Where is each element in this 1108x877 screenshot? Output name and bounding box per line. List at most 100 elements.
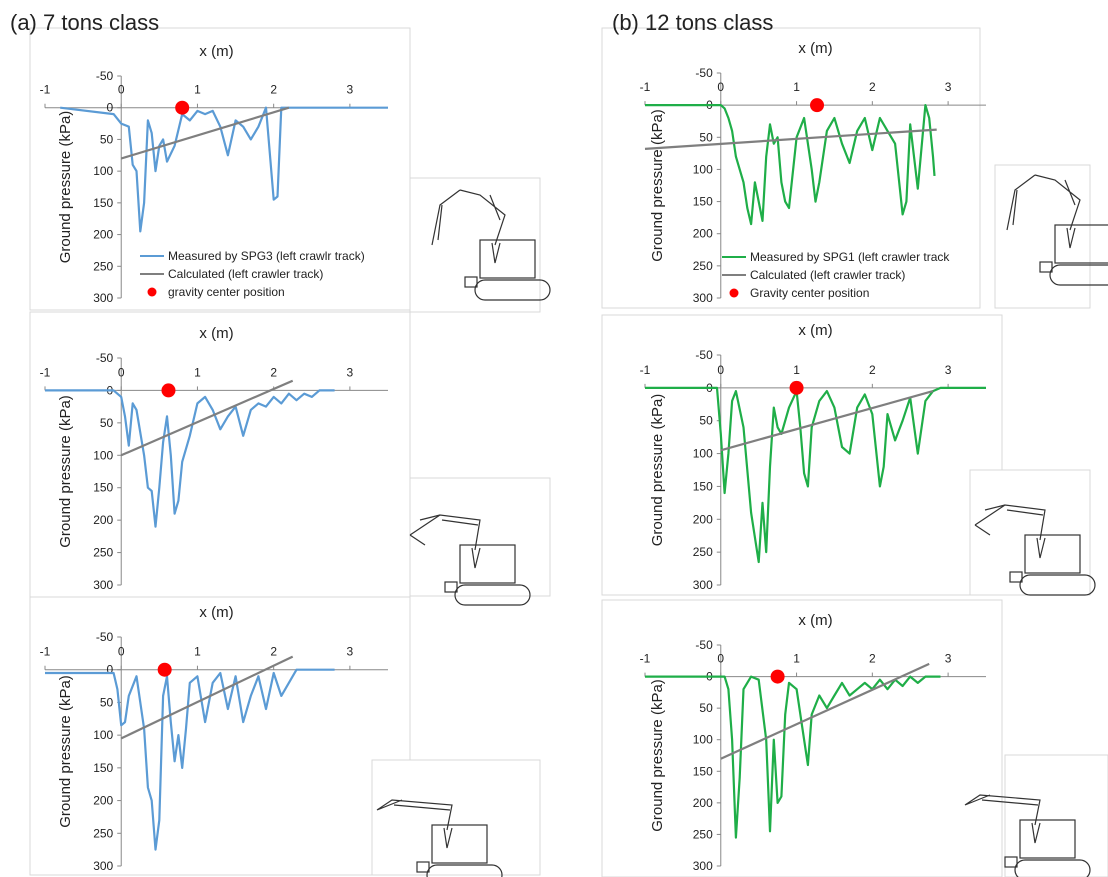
series-line — [645, 386, 986, 564]
y-axis-label: Ground pressure (kPa) — [649, 679, 666, 832]
y-tick-label: 50 — [100, 132, 114, 146]
gravity-center — [175, 100, 190, 115]
excavator-icon — [431, 189, 551, 301]
gravity-center — [789, 380, 804, 395]
y-tick-label: 50 — [699, 701, 713, 715]
icon-frame — [409, 477, 551, 597]
x-tick-label: 3 — [347, 645, 354, 659]
x-tick-label: 3 — [945, 80, 952, 94]
track — [474, 279, 551, 301]
x-tick-label: 0 — [717, 652, 724, 666]
counterweight — [416, 861, 430, 873]
bucket — [1031, 822, 1041, 844]
y-tick-label: 100 — [93, 164, 113, 178]
y-axis-label: Ground pressure (kPa) — [649, 394, 666, 547]
boom — [974, 504, 1046, 541]
y-tick-label: -50 — [96, 630, 114, 644]
icon-frame — [371, 759, 541, 876]
cab — [479, 239, 536, 279]
gravity-center — [161, 383, 176, 398]
counterweight — [464, 276, 478, 288]
y-tick-label: 200 — [693, 796, 713, 810]
y-tick-label: 100 — [693, 733, 713, 747]
series-line — [45, 668, 335, 851]
y-tick-label: 250 — [693, 259, 713, 273]
y-axis-label: Ground pressure (kPa) — [649, 109, 666, 262]
legend-label: Measured by SPG3 (left crawlr track) — [168, 249, 365, 263]
x-axis-label: x (m) — [199, 43, 233, 60]
icon-frame — [994, 164, 1091, 309]
excavator-icon — [376, 799, 503, 877]
y-tick-label: -50 — [695, 348, 713, 362]
panel-frame — [29, 27, 411, 311]
y-tick-label: 250 — [693, 827, 713, 841]
x-tick-label: 2 — [869, 363, 876, 377]
y-tick-label: -50 — [695, 66, 713, 80]
y-tick-label: 150 — [693, 764, 713, 778]
series-line — [120, 379, 294, 457]
y-tick-label: 150 — [693, 479, 713, 493]
y-tick-label: 200 — [693, 227, 713, 241]
x-tick-label: -1 — [640, 80, 651, 94]
x-tick-label: 1 — [793, 363, 800, 377]
icon-frame — [1004, 754, 1108, 877]
series-line — [120, 106, 290, 160]
y-tick-label: 300 — [693, 578, 713, 592]
y-tick-label: 250 — [93, 259, 113, 273]
panel-title: (a) 7 tons class — [10, 10, 159, 35]
track — [1019, 574, 1096, 596]
series-line — [45, 389, 335, 528]
legend-label: Gravity center position — [750, 286, 869, 300]
counterweight — [1039, 261, 1053, 273]
boom — [431, 189, 506, 246]
y-tick-label: 300 — [693, 291, 713, 305]
boom — [1006, 174, 1081, 231]
panel-frame — [29, 596, 411, 876]
x-tick-label: 2 — [869, 652, 876, 666]
legend-label: gravity center position — [168, 285, 285, 299]
y-tick-label: 50 — [699, 414, 713, 428]
y-tick-label: 50 — [100, 695, 114, 709]
y-axis-label: Ground pressure (kPa) — [57, 395, 74, 548]
y-tick-label: 300 — [93, 859, 113, 873]
x-tick-label: 2 — [869, 80, 876, 94]
y-tick-label: 100 — [93, 448, 113, 462]
x-axis-label: x (m) — [798, 322, 832, 339]
bucket — [491, 242, 501, 264]
y-tick-label: 50 — [699, 130, 713, 144]
panel-frame — [29, 311, 411, 598]
y-tick-label: -50 — [96, 351, 114, 365]
track — [1014, 859, 1091, 877]
bucket — [443, 827, 453, 849]
series-line — [644, 128, 937, 150]
excavator-icon — [964, 794, 1091, 877]
bucket — [1036, 537, 1046, 559]
series-line — [720, 390, 934, 452]
y-tick-label: 200 — [93, 228, 113, 242]
y-tick-label: 200 — [93, 513, 113, 527]
legend-label: Calculated (left crawler track) — [750, 268, 905, 282]
y-axis-label: Ground pressure (kPa) — [57, 111, 74, 264]
x-axis-label: x (m) — [199, 604, 233, 621]
cab — [1054, 224, 1108, 264]
track — [1049, 264, 1108, 286]
x-tick-label: 2 — [270, 365, 277, 379]
gravity-center — [157, 662, 172, 677]
y-tick-label: 100 — [693, 447, 713, 461]
counterweight — [1009, 571, 1023, 583]
y-tick-label: 200 — [93, 794, 113, 808]
y-tick-label: -50 — [96, 69, 114, 83]
y-tick-label: 50 — [100, 416, 114, 430]
panel-frame — [601, 599, 1003, 877]
x-tick-label: 3 — [945, 363, 952, 377]
series-line — [645, 104, 936, 226]
y-tick-label: 150 — [693, 195, 713, 209]
x-tick-label: 2 — [270, 83, 277, 97]
legend-label: Measured by SPG1 (left crawler track — [750, 250, 950, 264]
bucket — [471, 547, 481, 569]
x-tick-label: 3 — [347, 365, 354, 379]
cab — [459, 544, 516, 584]
y-tick-label: 300 — [93, 291, 113, 305]
x-tick-label: 1 — [793, 652, 800, 666]
